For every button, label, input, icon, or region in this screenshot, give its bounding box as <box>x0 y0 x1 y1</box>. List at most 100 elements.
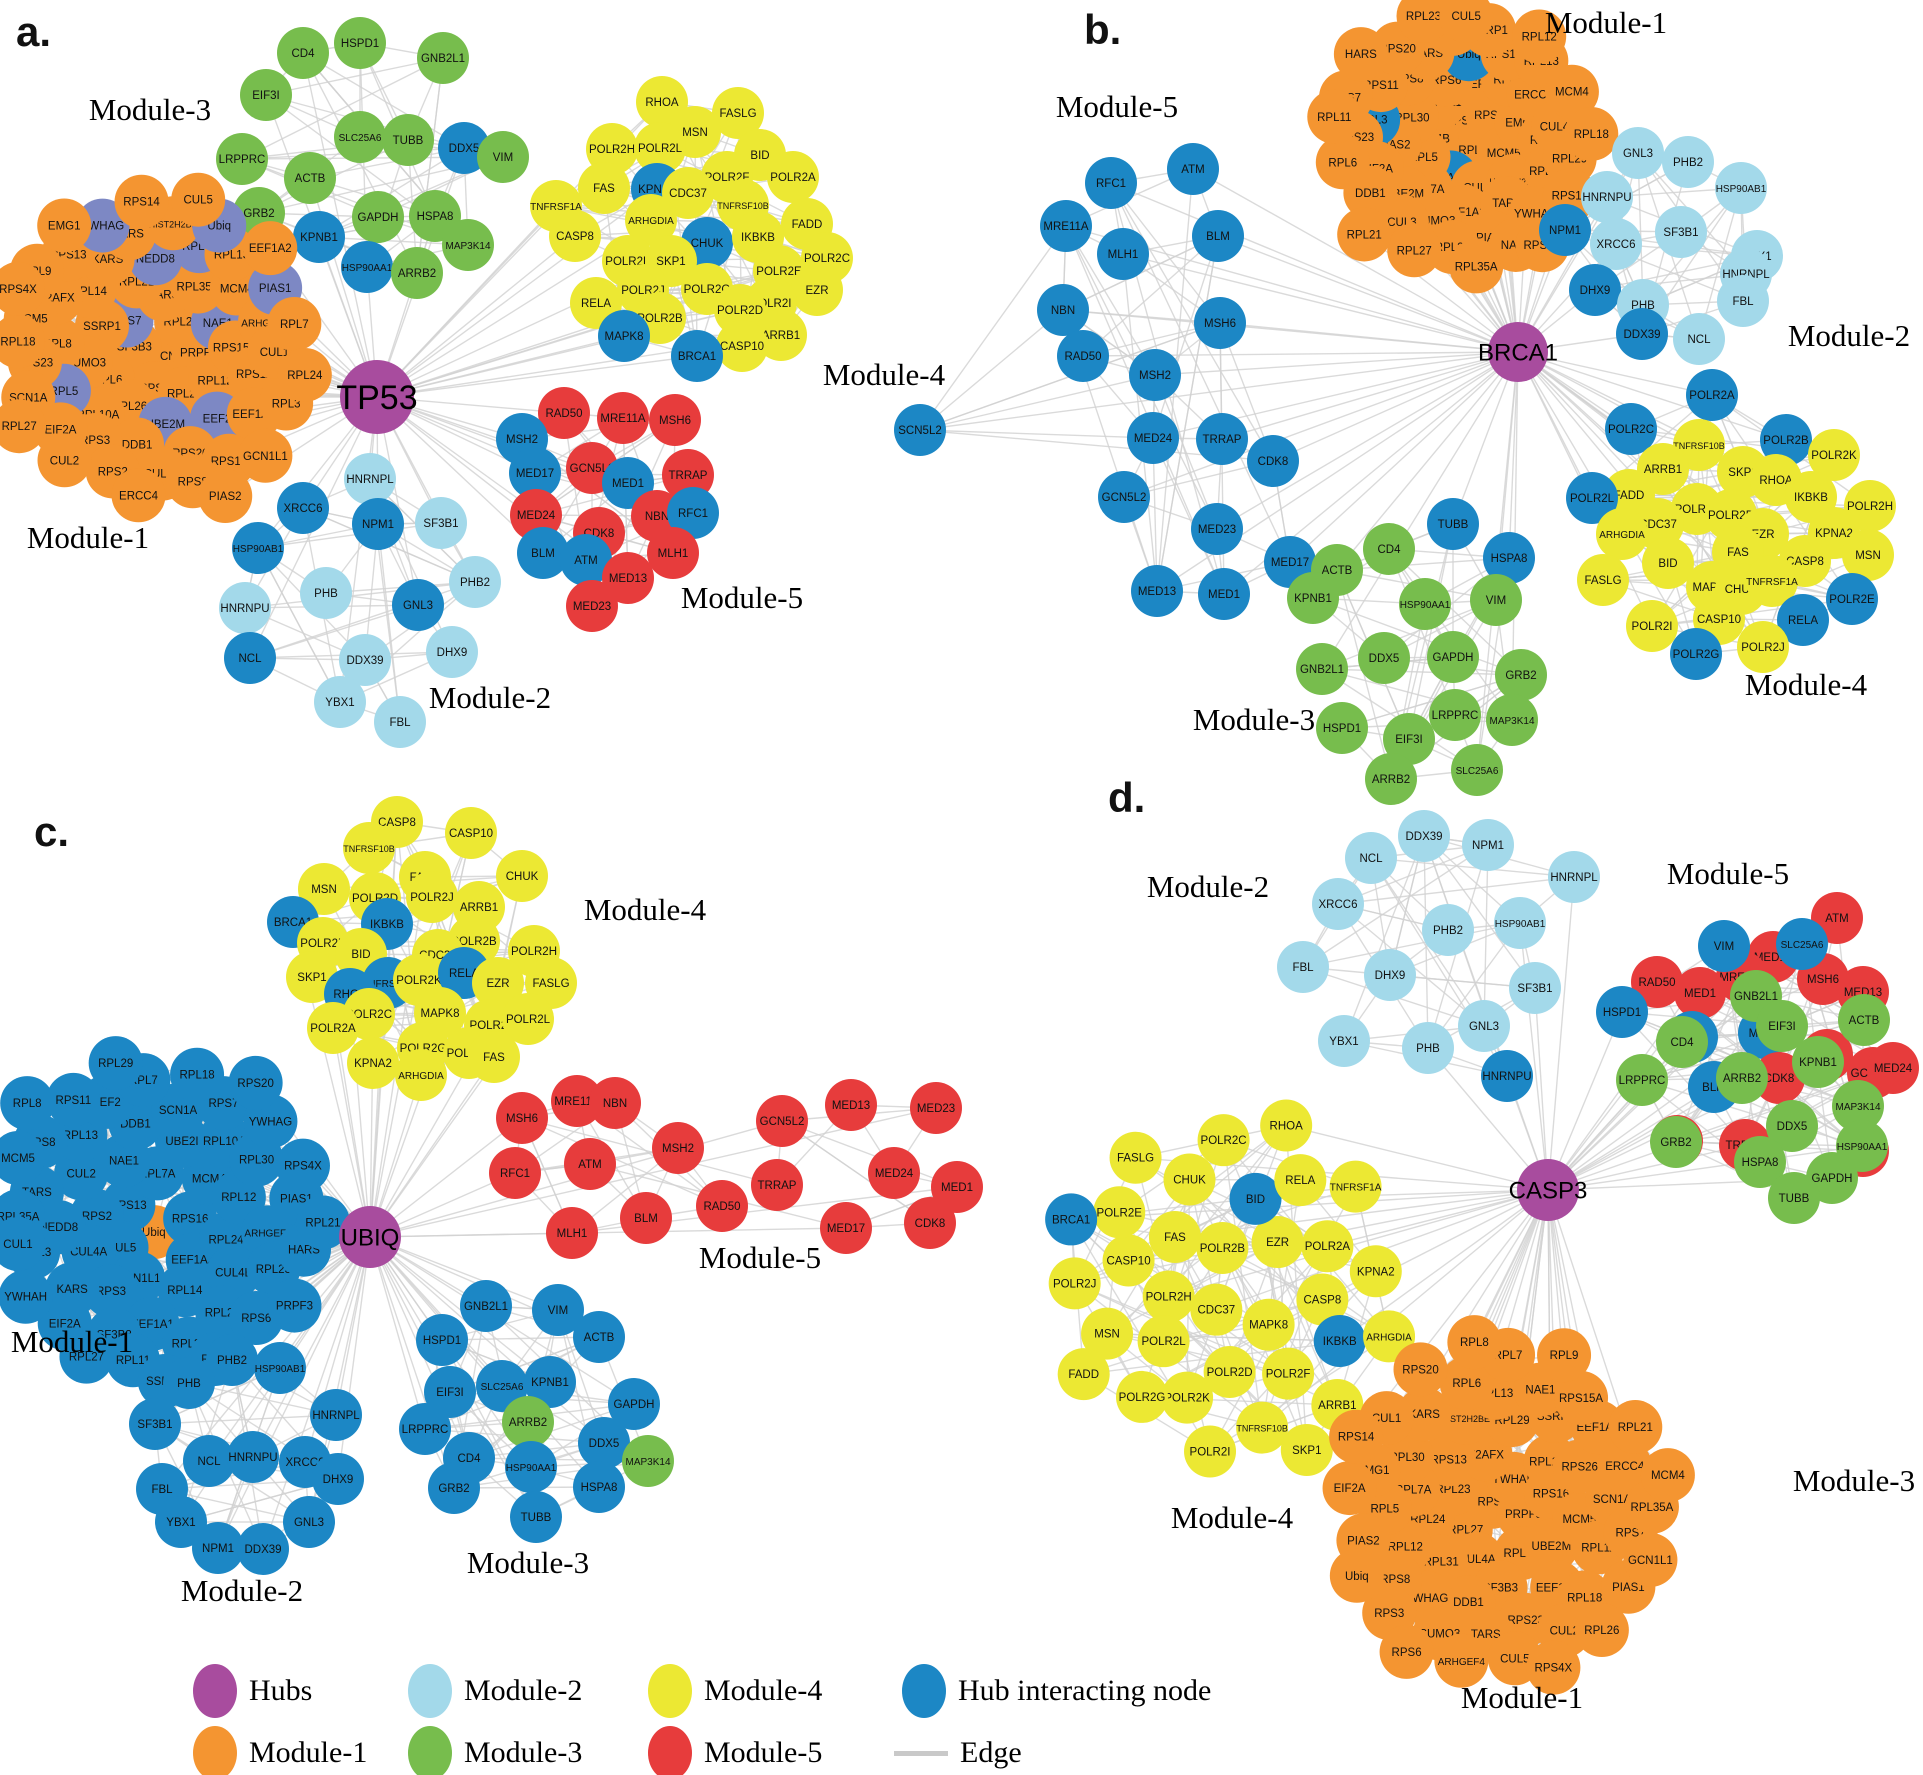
legend-label: Hubs <box>249 1674 313 1707</box>
node-label: FASLG <box>532 978 569 990</box>
module-label: Module-4 <box>1745 667 1868 702</box>
hub-label: BRCA1 <box>1478 339 1558 366</box>
node-label: GRB2 <box>438 1483 469 1495</box>
edge <box>1452 351 1519 525</box>
node-label: GNL3 <box>1623 148 1653 160</box>
node-label: GNL3 <box>403 600 433 612</box>
node-label: ARRB2 <box>509 1417 547 1429</box>
panel-letter-d: d. <box>1108 774 1145 821</box>
module2-color-chip <box>408 1664 452 1718</box>
node-label: POLR2K <box>396 975 442 987</box>
node-label: MAP3K14 <box>1489 716 1534 727</box>
edge <box>1135 1157 1278 1243</box>
node-label: RPL27 <box>1397 245 1432 257</box>
edge <box>309 147 465 179</box>
edge <box>376 355 698 398</box>
node-label: CUL5 <box>1451 11 1480 23</box>
node-label: NPM1 <box>1472 840 1504 852</box>
node-label: MED24 <box>517 510 556 522</box>
node-label: IKBKB <box>1794 492 1828 504</box>
node-label: TNFRSF1A <box>1746 577 1798 588</box>
node-label: GAPDH <box>358 212 399 224</box>
node-label: CDC37 <box>1197 1305 1235 1317</box>
node-label: HNRNPL <box>312 1410 360 1422</box>
node-label: CDK8 <box>1258 456 1289 468</box>
node-label: HSPA8 <box>581 1482 618 1494</box>
edge <box>1082 235 1219 357</box>
node-label: Ubiq <box>1345 1571 1369 1583</box>
node-label: MAPK8 <box>1249 1320 1288 1332</box>
edge <box>521 1117 723 1207</box>
node-label: RPS11 <box>56 1095 92 1107</box>
node-label: BLM <box>634 1213 658 1225</box>
module-label: Module-2 <box>1147 869 1269 904</box>
node-label: MSN <box>682 127 708 139</box>
hub-label: TP53 <box>336 379 417 417</box>
node-label: SF3B1 <box>1663 227 1698 239</box>
node-label: NCL <box>197 1456 221 1468</box>
node-label: POLR2D <box>717 305 763 317</box>
node-label: NAE1 <box>1525 1385 1555 1397</box>
node-label: TRRAP <box>1203 434 1242 446</box>
edge <box>1168 1125 1287 1297</box>
edge <box>302 52 465 149</box>
edge <box>1216 351 1519 530</box>
node-label: MSH6 <box>659 415 691 427</box>
node-label: POLR2C <box>1608 424 1654 436</box>
node-label: XRCC6 <box>284 503 323 515</box>
node-label: POLR2B <box>1763 435 1809 447</box>
node-label: RPL26 <box>1584 1625 1619 1637</box>
node-label: TNFRSF10B <box>717 201 769 211</box>
node-label: MRE11A <box>600 413 645 425</box>
edge <box>241 57 444 160</box>
node-label: YWHAH <box>4 1292 47 1304</box>
edge <box>1336 557 1510 571</box>
node-label: PIAS2 <box>1347 1535 1380 1547</box>
node-label: HSPA8 <box>1742 1157 1779 1169</box>
node-label: POLR2I <box>1190 1446 1231 1458</box>
node-label: RPL18 <box>1574 129 1609 141</box>
node-label: BLM <box>531 548 555 560</box>
node-label: MAPK8 <box>421 1008 460 1020</box>
node-label: TNFRSF10B <box>1236 1424 1288 1434</box>
edge <box>1302 844 1489 968</box>
node-label: RPL24 <box>287 370 323 382</box>
node-label: MED23 <box>1198 524 1236 536</box>
edge <box>369 1056 495 1238</box>
node-label: HSPD1 <box>1323 723 1361 735</box>
edge <box>265 57 444 96</box>
node-label: MED1 <box>1684 988 1716 1000</box>
edge <box>1123 351 1519 498</box>
node-label: POLR2B <box>1200 1243 1246 1255</box>
node-label: MAP3K14 <box>625 1457 670 1468</box>
node-label: CD4 <box>1670 1037 1694 1049</box>
node-label: RPL21 <box>305 1217 340 1229</box>
node-label: FASLG <box>719 108 756 120</box>
edge <box>1154 351 1519 376</box>
module-label: Module-5 <box>681 580 803 615</box>
node-label: ARRB1 <box>762 330 800 342</box>
node-label: EZR <box>487 978 510 990</box>
node-label: RPL13 <box>63 1130 98 1142</box>
node-label: RPL21 <box>1618 1422 1653 1434</box>
node-label: BRCA1 <box>678 351 716 363</box>
node-label: BLM <box>1206 231 1230 243</box>
node-label: PHB <box>314 588 338 600</box>
node-label: DDX5 <box>1369 653 1400 665</box>
node-label: GNL3 <box>294 1517 324 1529</box>
edge <box>1547 1011 1623 1191</box>
node-label: CASP8 <box>556 231 594 243</box>
node-label: ACTB <box>584 1332 615 1344</box>
node-label: IKBKB <box>1323 1336 1357 1348</box>
legend-label: Module-1 <box>249 1736 368 1769</box>
node-label: RPL21 <box>1347 229 1382 241</box>
node-label: HSPD1 <box>341 38 379 50</box>
node-label: ARHGEF4 <box>1438 1657 1486 1668</box>
edge <box>369 1236 559 1311</box>
node-label: BID <box>1658 558 1677 570</box>
node-label: FAS <box>593 183 615 195</box>
edge <box>1272 351 1519 462</box>
module-label: Module-5 <box>1056 89 1178 124</box>
module-label: Module-3 <box>467 1545 589 1580</box>
node-label: ACTB <box>1322 565 1353 577</box>
